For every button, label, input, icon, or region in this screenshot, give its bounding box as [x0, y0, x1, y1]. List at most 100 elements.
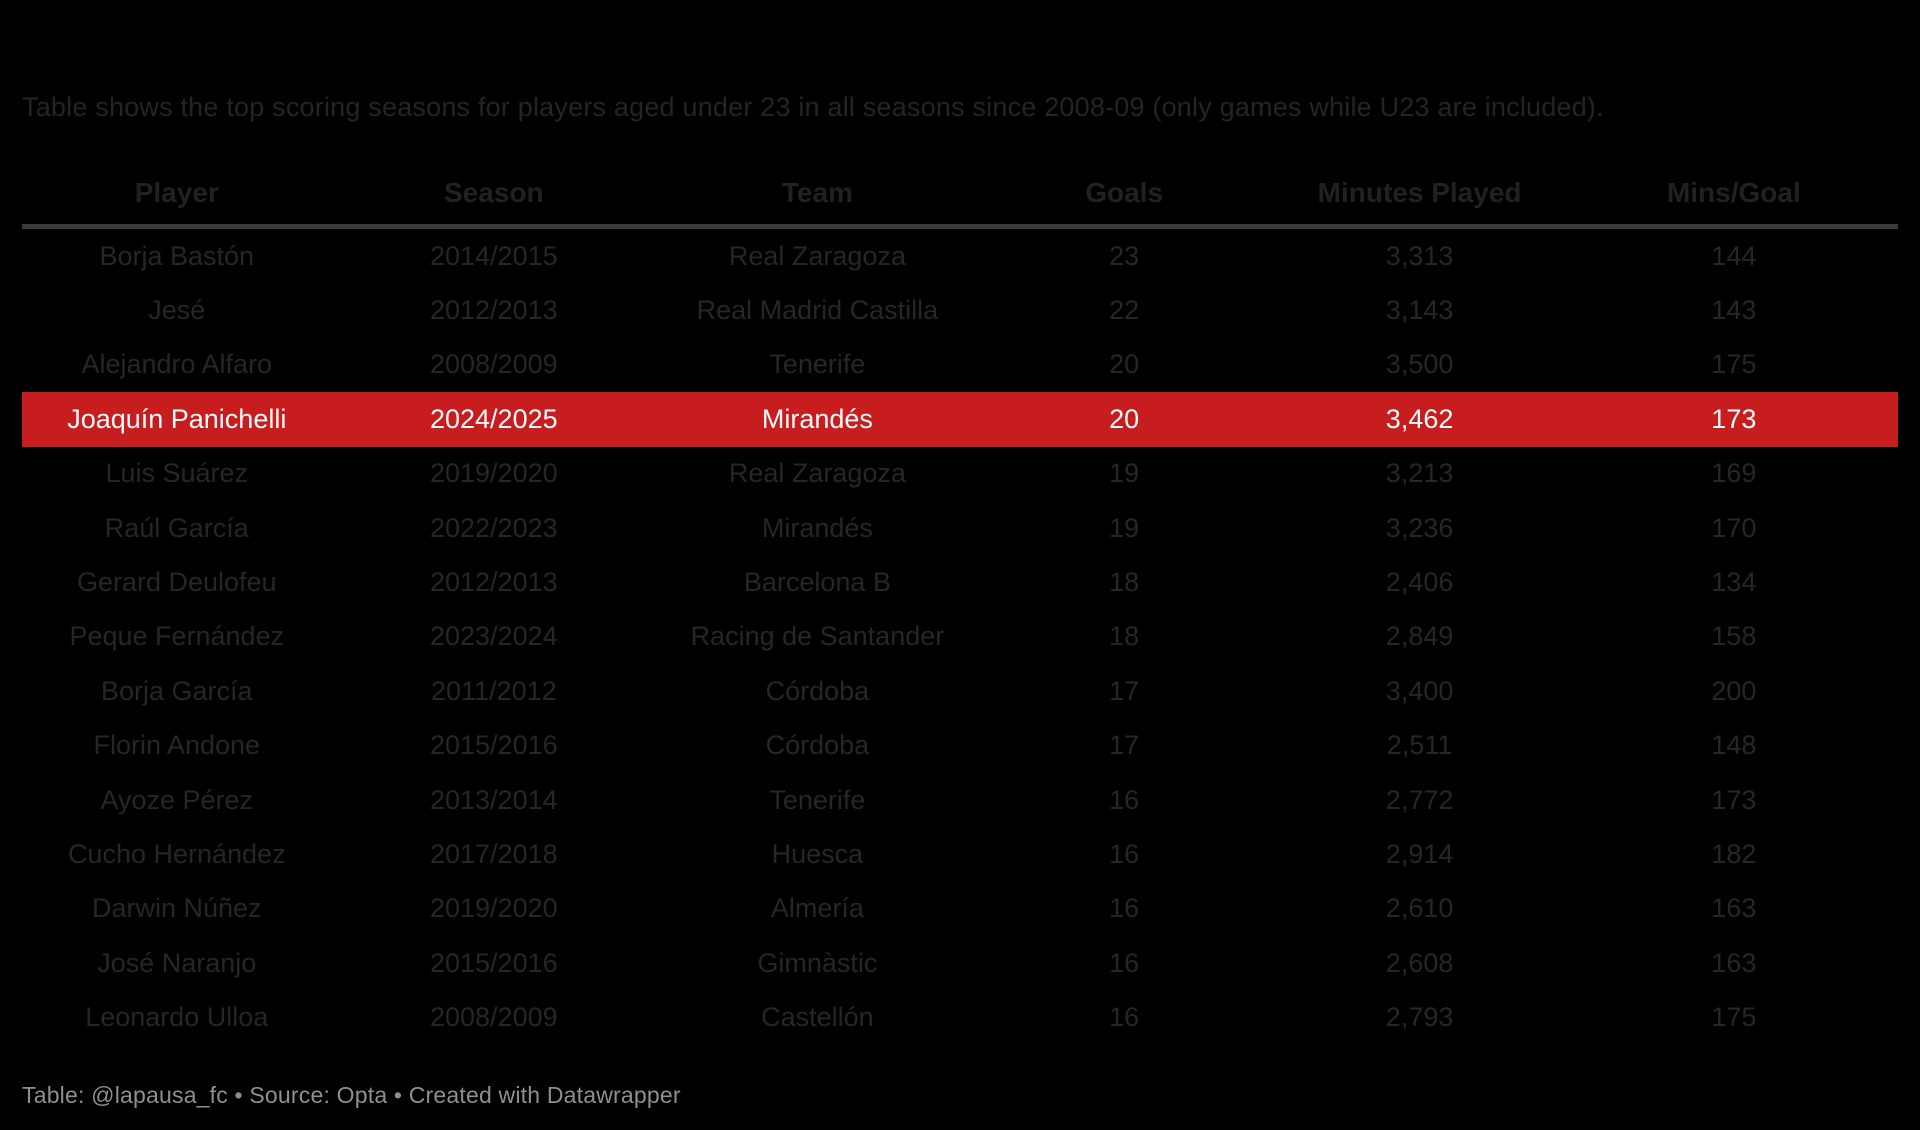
- table-body: Borja Bastón 2014/2015 Real Zaragoza 23 3,31…: [22, 227, 1898, 1045]
- table-row: Raúl García 2022/2023 Mirandés 19 3,236 170: [22, 501, 1898, 555]
- footer-credit: Table: @lapausa_fc • Source: Opta • Crea…: [22, 1082, 681, 1108]
- cell-player: Luis Suárez: [105, 458, 249, 489]
- table-row-highlighted: Joaquín Panichelli 2024/2025 Mirandés 20 3,4…: [22, 392, 1898, 447]
- cell-season: 2011/2012: [430, 675, 557, 706]
- table-row: Darwin Núñez 2019/2020 Almería 16 2,610 163: [22, 882, 1898, 936]
- column-header-mins-per-goal: Mins/Goal: [1666, 176, 1801, 208]
- column-header-minutes-played: Minutes Played: [1317, 176, 1522, 208]
- cell-mins-per-goal: 173: [1711, 784, 1757, 815]
- cell-team: Córdoba: [765, 730, 870, 761]
- cell-mins-per-goal: 170: [1711, 512, 1757, 543]
- cell-goals: 19: [1109, 512, 1140, 543]
- cell-goals: 20: [1109, 403, 1140, 434]
- cell-mins-per-goal: 182: [1711, 838, 1757, 869]
- cell-season: 2024/2025: [429, 403, 558, 434]
- cell-minutes-played: 2,793: [1385, 1002, 1454, 1033]
- cell-season: 2013/2014: [429, 784, 558, 815]
- cell-player: Leonardo Ulloa: [85, 1002, 269, 1033]
- column-header-player: Player: [134, 176, 219, 208]
- cell-minutes-played: 2,772: [1385, 784, 1454, 815]
- table-row: Leonardo Ulloa 2008/2009 Castellón 16 2,793 1…: [22, 990, 1898, 1044]
- cell-team: Mirandés: [761, 403, 873, 434]
- table-row: Luis Suárez 2019/2020 Real Zaragoza 19 3,213…: [22, 447, 1898, 501]
- cell-player: José Naranjo: [97, 947, 257, 978]
- cell-player: Borja García: [100, 675, 253, 706]
- table-row: Florin Andone 2015/2016 Córdoba 17 2,511 148: [22, 719, 1898, 773]
- cell-goals: 16: [1109, 784, 1140, 815]
- cell-season: 2022/2023: [429, 512, 558, 543]
- cell-goals: 16: [1109, 1002, 1140, 1033]
- cell-goals: 17: [1109, 675, 1140, 706]
- cell-goals: 20: [1109, 349, 1140, 380]
- table-subtitle: Table shows the top scoring seasons for …: [22, 92, 1604, 122]
- table-row: Borja Bastón 2014/2015 Real Zaragoza 23 3,31…: [22, 227, 1898, 284]
- cell-player: Joaquín Panichelli: [67, 403, 287, 434]
- cell-minutes-played: 3,213: [1385, 458, 1454, 489]
- cell-mins-per-goal: 169: [1711, 458, 1757, 489]
- column-header-team: Team: [781, 176, 853, 208]
- cell-season: 2019/2020: [429, 458, 558, 489]
- cell-season: 2017/2018: [429, 838, 558, 869]
- cell-minutes-played: 2,849: [1385, 621, 1454, 652]
- cell-mins-per-goal: 200: [1711, 675, 1757, 706]
- data-table-container: Player Season Team Goals Minutes Played Mins/…: [22, 161, 1898, 1045]
- cell-team: Castellón: [761, 1002, 874, 1033]
- cell-player: Peque Fernández: [69, 621, 285, 652]
- table-header-row: Player Season Team Goals Minutes Played Mins/…: [22, 161, 1898, 227]
- cell-minutes-played: 3,313: [1385, 240, 1454, 271]
- cell-player: Raúl García: [104, 512, 249, 543]
- cell-goals: 23: [1109, 240, 1140, 271]
- cell-goals: 16: [1109, 947, 1140, 978]
- cell-minutes-played: 3,236: [1385, 512, 1454, 543]
- cell-mins-per-goal: 158: [1711, 621, 1757, 652]
- table-header: Player Season Team Goals Minutes Played Mins/…: [22, 161, 1898, 227]
- cell-team: Racing de Santander: [690, 621, 945, 652]
- cell-season: 2012/2013: [429, 567, 558, 598]
- cell-minutes-played: 3,143: [1385, 295, 1454, 326]
- column-header-season: Season: [444, 176, 544, 208]
- cell-season: 2012/2013: [429, 295, 558, 326]
- cell-team: Tenerife: [769, 784, 866, 815]
- cell-mins-per-goal: 163: [1711, 893, 1757, 924]
- cell-team: Mirandés: [761, 512, 873, 543]
- cell-team: Huesca: [771, 838, 864, 869]
- data-table: Player Season Team Goals Minutes Played Mins/…: [22, 161, 1898, 1045]
- cell-goals: 18: [1109, 567, 1140, 598]
- cell-mins-per-goal: 143: [1711, 295, 1757, 326]
- cell-team: Córdoba: [765, 675, 870, 706]
- cell-minutes-played: 2,914: [1385, 838, 1454, 869]
- cell-team: Barcelona B: [743, 567, 891, 598]
- cell-minutes-played: 3,500: [1385, 349, 1454, 380]
- cell-season: 2014/2015: [429, 240, 558, 271]
- table-row: José Naranjo 2015/2016 Gimnàstic 16 2,608 163: [22, 936, 1898, 990]
- cell-player: Jesé: [148, 295, 206, 326]
- cell-player: Ayoze Pérez: [100, 784, 254, 815]
- cell-minutes-played: 3,400: [1385, 675, 1454, 706]
- cell-player: Florin Andone: [93, 730, 261, 761]
- cell-goals: 19: [1109, 458, 1140, 489]
- cell-mins-per-goal: 175: [1711, 349, 1757, 380]
- cell-player: Borja Bastón: [99, 240, 255, 271]
- cell-player: Cucho Hernández: [67, 838, 286, 869]
- cell-season: 2023/2024: [429, 621, 558, 652]
- cell-goals: 16: [1109, 838, 1140, 869]
- cell-minutes-played: 2,406: [1385, 567, 1454, 598]
- table-row: Ayoze Pérez 2013/2014 Tenerife 16 2,772 173: [22, 773, 1898, 827]
- cell-minutes-played: 2,511: [1386, 730, 1453, 761]
- table-row: Jesé 2012/2013 Real Madrid Castilla 22 3,143…: [22, 283, 1898, 337]
- cell-team: Almería: [770, 893, 864, 924]
- cell-mins-per-goal: 163: [1711, 947, 1757, 978]
- table-row: Gerard Deulofeu 2012/2013 Barcelona B 18 2,4…: [22, 555, 1898, 609]
- cell-season: 2008/2009: [429, 1002, 558, 1033]
- cell-team: Real Zaragoza: [728, 240, 906, 271]
- cell-team: Real Zaragoza: [728, 458, 906, 489]
- cell-minutes-played: 2,608: [1385, 947, 1454, 978]
- table-row: Alejandro Alfaro 2008/2009 Tenerife 20 3,500…: [22, 338, 1898, 392]
- cell-goals: 22: [1109, 295, 1140, 326]
- column-header-goals: Goals: [1085, 176, 1164, 208]
- cell-mins-per-goal: 148: [1711, 730, 1757, 761]
- table-row: Peque Fernández 2023/2024 Racing de Santan…: [22, 610, 1898, 664]
- cell-minutes-played: 2,610: [1385, 893, 1454, 924]
- cell-mins-per-goal: 134: [1711, 567, 1757, 598]
- cell-team: Gimnàstic: [757, 947, 878, 978]
